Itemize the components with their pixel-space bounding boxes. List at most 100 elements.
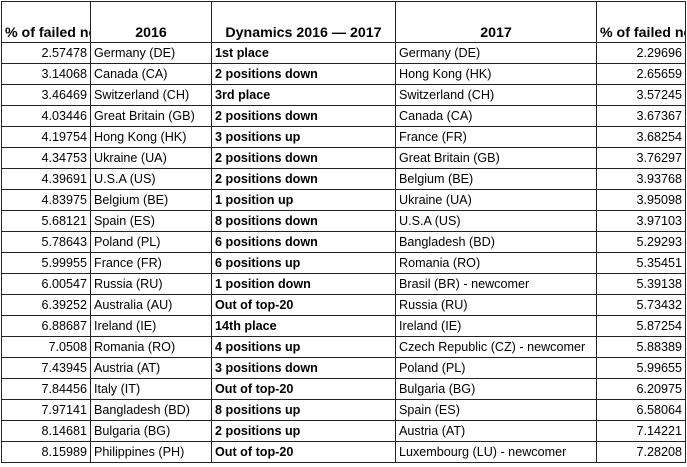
dynamics-cell: 1 position up: [211, 189, 396, 211]
table-row: 6.39252 Australia (AU) Out of top-20 Russia…: [1, 294, 686, 316]
pct-2017-cell: 5.39138: [596, 273, 686, 295]
country-2016-cell: Italy (IT): [90, 378, 212, 400]
pct-2016-cell: 5.99955: [1, 252, 91, 274]
country-2017-cell: Austria (AT): [395, 420, 597, 442]
header-2016: 2016: [90, 1, 212, 43]
table-row: 4.03446 Great Britain (GB) 2 positions dow…: [1, 105, 686, 127]
country-2016-cell: Ukraine (UA): [90, 147, 212, 169]
dynamics-cell: 2 positions down: [211, 168, 396, 190]
table-row: 4.83975 Belgium (BE) 1 position up Ukraine …: [1, 189, 686, 211]
country-2017-cell: Poland (PL): [395, 357, 597, 379]
country-2017-cell: Switzerland (CH): [395, 84, 597, 106]
table-row: 6.00547 Russia (RU) 1 position down Brasil …: [1, 273, 686, 295]
pct-2017-cell: 5.29293: [596, 231, 686, 253]
country-2016-cell: Belgium (BE): [90, 189, 212, 211]
pct-2016-cell: 4.34753: [1, 147, 91, 169]
pct-2016-cell: 4.19754: [1, 126, 91, 148]
country-2016-cell: Bulgaria (BG): [90, 420, 212, 442]
table-row: 8.14681 Bulgaria (BG) 2 positions up Austri…: [1, 420, 686, 442]
table-row: 2.57478 Germany (DE) 1st place Germany (DE)…: [1, 42, 686, 64]
pct-2016-cell: 7.0508: [1, 336, 91, 358]
table-row: 6.88687 Ireland (IE) 14th place Ireland (IE…: [1, 315, 686, 337]
pct-2017-cell: 3.76297: [596, 147, 686, 169]
dynamics-cell: 8 positions up: [211, 399, 396, 421]
country-2016-cell: U.S.A (US): [90, 168, 212, 190]
dynamics-cell: 2 positions down: [211, 105, 396, 127]
pct-2017-cell: 5.99655: [596, 357, 686, 379]
country-2016-cell: Great Britain (GB): [90, 105, 212, 127]
table-row: 7.97141 Bangladesh (BD) 8 positions up Spai…: [1, 399, 686, 421]
table-row: 5.68121 Spain (ES) 8 positions down U.S.A (…: [1, 210, 686, 232]
country-2016-cell: Switzerland (CH): [90, 84, 212, 106]
table-row: 8.15989 Philippines (PH) Out of top-20 Luxe…: [1, 441, 686, 463]
pct-2017-cell: 3.97103: [596, 210, 686, 232]
pct-2017-cell: 5.88389: [596, 336, 686, 358]
pct-2016-cell: 6.88687: [1, 315, 91, 337]
country-2017-cell: Bulgaria (BG): [395, 378, 597, 400]
pct-2017-cell: 7.14221: [596, 420, 686, 442]
pct-2017-cell: 3.68254: [596, 126, 686, 148]
country-2016-cell: Spain (ES): [90, 210, 212, 232]
country-2017-cell: Luxembourg (LU) - newcomer: [395, 441, 597, 463]
dynamics-cell: Out of top-20: [211, 294, 396, 316]
country-2016-cell: Romania (RO): [90, 336, 212, 358]
country-2016-cell: Ireland (IE): [90, 315, 212, 337]
pct-2017-cell: 2.65659: [596, 63, 686, 85]
country-2016-cell: Philippines (PH): [90, 441, 212, 463]
pct-2017-cell: 7.28208: [596, 441, 686, 463]
pct-2017-cell: 5.87254: [596, 315, 686, 337]
pct-2017-cell: 3.57245: [596, 84, 686, 106]
dynamics-cell: 3 positions up: [211, 126, 396, 148]
pct-2017-cell: 3.93768: [596, 168, 686, 190]
dynamics-cell: 2 positions up: [211, 420, 396, 442]
country-2017-cell: Russia (RU): [395, 294, 597, 316]
dynamics-cell: 1 position down: [211, 273, 396, 295]
dynamics-cell: 2 positions down: [211, 63, 396, 85]
header-pct-2017: % of failed networks: [596, 1, 686, 43]
table-row: 7.84456 Italy (IT) Out of top-20 Bulgaria (…: [1, 378, 686, 400]
pct-2017-cell: 6.20975: [596, 378, 686, 400]
table-row: 3.14068 Canada (CA) 2 positions down Hong K…: [1, 63, 686, 85]
pct-2017-cell: 5.73432: [596, 294, 686, 316]
country-2017-cell: Spain (ES): [395, 399, 597, 421]
pct-2016-cell: 8.15989: [1, 441, 91, 463]
table-row: 4.19754 Hong Kong (HK) 3 positions up Franc…: [1, 126, 686, 148]
country-2016-cell: Russia (RU): [90, 273, 212, 295]
pct-2016-cell: 2.57478: [1, 42, 91, 64]
country-2017-cell: Germany (DE): [395, 42, 597, 64]
pct-2017-cell: 5.35451: [596, 252, 686, 274]
dynamics-cell: 3rd place: [211, 84, 396, 106]
table-row: 4.39691 U.S.A (US) 2 positions down Belgium…: [1, 168, 686, 190]
header-pct-2016: % of failed networks: [1, 1, 91, 43]
country-2017-cell: Hong Kong (HK): [395, 63, 597, 85]
country-2016-cell: Canada (CA): [90, 63, 212, 85]
table-row: 5.78643 Poland (PL) 6 positions down Bangla…: [1, 231, 686, 253]
table-header: % of failed networks 2016 Dynamics 2016 …: [1, 1, 686, 43]
country-2017-cell: Czech Republic (CZ) - newcomer: [395, 336, 597, 358]
pct-2016-cell: 7.84456: [1, 378, 91, 400]
pct-2016-cell: 7.43945: [1, 357, 91, 379]
country-2017-cell: Ireland (IE): [395, 315, 597, 337]
country-2017-cell: Ukraine (UA): [395, 189, 597, 211]
dynamics-cell: 14th place: [211, 315, 396, 337]
pct-2017-cell: 3.67367: [596, 105, 686, 127]
country-2016-cell: Australia (AU): [90, 294, 212, 316]
pct-2017-cell: 6.58064: [596, 399, 686, 421]
table-row: 4.34753 Ukraine (UA) 2 positions down Great…: [1, 147, 686, 169]
pct-2017-cell: 3.95098: [596, 189, 686, 211]
header-dynamics: Dynamics 2016 — 2017: [211, 1, 396, 43]
pct-2017-cell: 2.29696: [596, 42, 686, 64]
country-2016-cell: France (FR): [90, 252, 212, 274]
country-2016-cell: Germany (DE): [90, 42, 212, 64]
country-2017-cell: Belgium (BE): [395, 168, 597, 190]
country-2017-cell: Canada (CA): [395, 105, 597, 127]
country-2017-cell: Brasil (BR) - newcomer: [395, 273, 597, 295]
country-2017-cell: Great Britain (GB): [395, 147, 597, 169]
dynamics-cell: 6 positions up: [211, 252, 396, 274]
dynamics-cell: 6 positions down: [211, 231, 396, 253]
dynamics-cell: 4 positions up: [211, 336, 396, 358]
dynamics-cell: 1st place: [211, 42, 396, 64]
pct-2016-cell: 4.83975: [1, 189, 91, 211]
